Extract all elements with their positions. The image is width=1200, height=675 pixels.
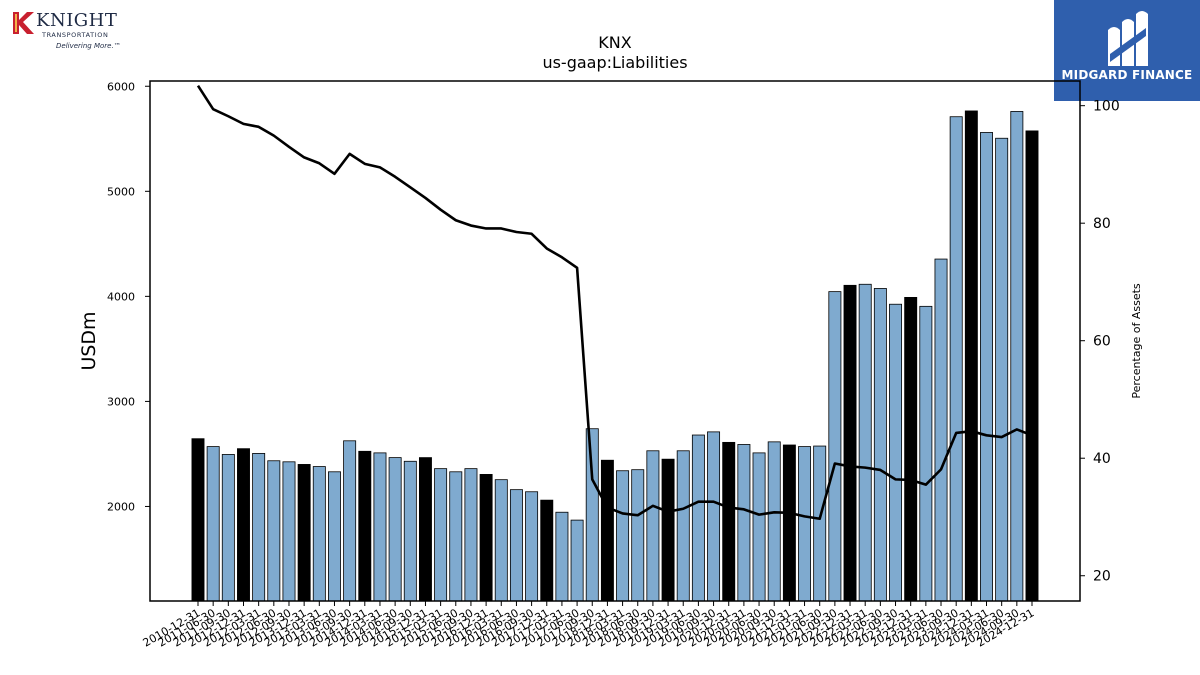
y2-tick-label: 40 xyxy=(1093,451,1111,467)
bar-14 xyxy=(403,460,417,602)
x-axis: 2010-12-312011-06-302011-09-302012-12-31… xyxy=(141,601,1037,650)
bar-27 xyxy=(600,459,614,602)
bar-5 xyxy=(267,460,281,602)
bar-13 xyxy=(388,457,402,602)
bar-51 xyxy=(964,110,978,602)
y-tick-label: 5000 xyxy=(107,185,135,198)
bar-45 xyxy=(873,288,887,602)
bar-38 xyxy=(767,441,781,602)
bar-24 xyxy=(555,511,569,602)
left-axis: 2000 3000 4000 5000 6000 xyxy=(107,80,150,513)
bar-28 xyxy=(616,470,630,602)
y-tick-label: 4000 xyxy=(107,290,135,303)
bar-26 xyxy=(585,428,599,602)
knight-logo-tagline: Delivering More.™ xyxy=(56,42,121,50)
bar-series xyxy=(191,110,1039,602)
bar-43 xyxy=(843,284,857,602)
y2-tick-label: 60 xyxy=(1093,334,1111,350)
bar-40 xyxy=(798,446,812,602)
chart-subtitle: us-gaap:Liabilities xyxy=(542,53,687,72)
knight-transportation-logo: KNIGHT TRANSPORTATION Delivering More.™ xyxy=(10,8,135,54)
bar-21 xyxy=(509,489,523,602)
bar-53 xyxy=(995,137,1009,602)
y-tick-label: 3000 xyxy=(107,395,135,408)
bar-32 xyxy=(676,450,690,602)
bar-37 xyxy=(752,452,766,602)
bar-42 xyxy=(828,291,842,602)
bar-10 xyxy=(343,440,357,602)
bar-7 xyxy=(297,464,311,602)
bar-16 xyxy=(434,468,448,602)
pct-assets-series xyxy=(196,84,1033,521)
bar-1 xyxy=(206,446,220,602)
bar-29 xyxy=(631,469,645,602)
bar-50 xyxy=(949,116,963,602)
bar-34 xyxy=(707,431,721,602)
bar-49 xyxy=(934,258,948,602)
midgard-logo-name: MIDGARD FINANCE xyxy=(1061,68,1193,82)
bar-41 xyxy=(813,445,827,602)
bar-44 xyxy=(858,283,872,602)
bar-2 xyxy=(221,454,235,602)
bar-55 xyxy=(1025,130,1039,602)
bar-3 xyxy=(237,448,250,602)
y-axis-label: USDm xyxy=(78,311,100,370)
bar-35 xyxy=(722,441,736,602)
y2-axis-label: Percentage of Assets xyxy=(1130,283,1143,399)
right-axis: 20 40 60 80 100 xyxy=(1080,99,1120,585)
bar-52 xyxy=(980,132,993,602)
y2-tick-label: 80 xyxy=(1093,216,1111,232)
bar-33 xyxy=(691,434,705,602)
bar-15 xyxy=(418,457,432,602)
bar-30 xyxy=(646,450,660,602)
midgard-m-icon xyxy=(1108,11,1148,66)
bar-25 xyxy=(570,519,584,602)
pct-assets-line xyxy=(196,84,1033,521)
bar-20 xyxy=(494,479,508,602)
bar-47 xyxy=(904,296,918,602)
bar-46 xyxy=(889,303,902,602)
bar-36 xyxy=(737,444,751,602)
midgard-finance-logo: MIDGARD FINANCE xyxy=(1054,0,1200,101)
knight-logo-sub: TRANSPORTATION xyxy=(42,31,109,39)
bar-4 xyxy=(252,452,266,602)
bar-18 xyxy=(464,468,478,602)
bar-0 xyxy=(191,438,205,602)
bar-23 xyxy=(540,499,554,602)
bar-39 xyxy=(782,444,796,602)
bar-6 xyxy=(282,461,296,602)
y2-tick-label: 20 xyxy=(1093,569,1111,585)
bar-31 xyxy=(661,458,675,602)
bar-22 xyxy=(525,491,539,602)
bar-19 xyxy=(479,474,493,602)
y-tick-label: 6000 xyxy=(107,80,135,93)
bar-9 xyxy=(328,471,341,602)
y-tick-label: 2000 xyxy=(107,500,135,513)
bar-48 xyxy=(919,305,933,602)
bar-17 xyxy=(449,471,463,602)
knight-k-icon xyxy=(13,12,34,34)
knight-logo-name: KNIGHT xyxy=(36,10,118,31)
bar-12 xyxy=(373,452,387,602)
chart-title: KNX xyxy=(598,33,631,52)
bar-11 xyxy=(358,450,372,602)
bar-54 xyxy=(1010,111,1024,602)
y2-tick-label: 100 xyxy=(1093,99,1120,115)
bar-8 xyxy=(312,466,326,602)
